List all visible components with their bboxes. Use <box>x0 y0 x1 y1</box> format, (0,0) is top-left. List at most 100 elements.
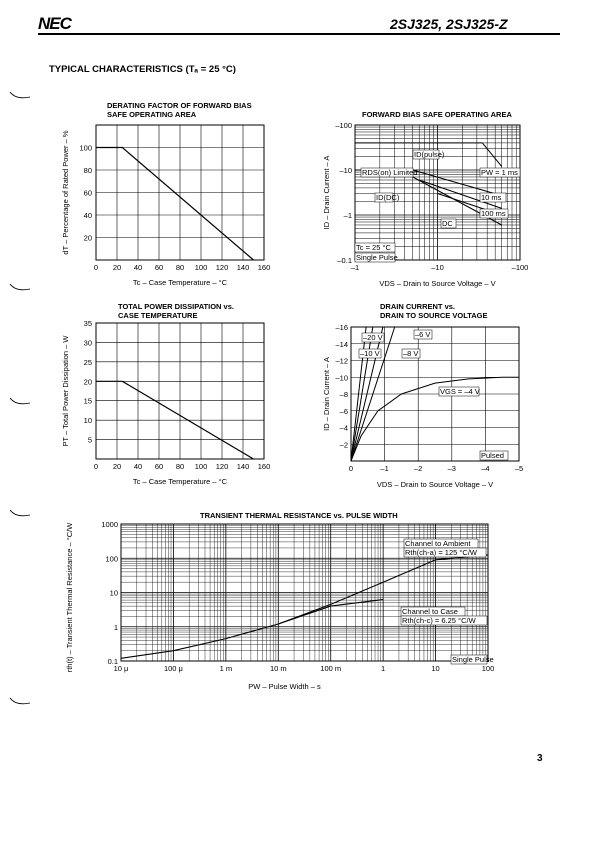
dc-label-box <box>440 218 457 229</box>
pw-100ms-label: 100 ms <box>481 209 506 218</box>
y-tick-label: –10 <box>339 166 352 175</box>
x-tick-label: –100 <box>512 263 529 272</box>
tc-label: Tc = 25 °C <box>356 243 391 252</box>
drain-curve <box>350 326 396 462</box>
single-pulse-label: Single Pulse <box>356 253 398 262</box>
x-tick-label: 100 m <box>320 664 341 673</box>
x-tick-label: –1 <box>380 464 388 473</box>
y-tick-label: 10 <box>110 589 118 598</box>
plot-frame <box>120 523 489 662</box>
x-tick-label: 20 <box>113 462 121 471</box>
x-axis-label: Tc – Case Temperature – °C <box>133 477 228 486</box>
single-pulse-label-box <box>354 252 396 263</box>
chart-title-power: TOTAL POWER DISSIPATION vs. CASE TEMPERA… <box>118 302 234 320</box>
section-title: TYPICAL CHARACTERISTICS (Tₐ = 25 °C) <box>49 64 236 75</box>
x-tick-label: 1 <box>381 664 385 673</box>
soa-boundary <box>412 169 502 197</box>
soa-boundary <box>419 179 502 209</box>
x-tick-label: –3 <box>448 464 456 473</box>
y-tick-label: –4 <box>340 424 348 433</box>
id-pulse-label: ID(pulse) <box>414 150 445 159</box>
y-tick-label: –2 <box>340 440 348 449</box>
x-tick-label: 120 <box>216 462 229 471</box>
pw-10ms-label-box <box>479 192 507 203</box>
x-axis-label: Tc – Case Temperature – °C <box>133 278 228 287</box>
x-tick-label: 140 <box>237 263 250 272</box>
y-tick-label: 0.1 <box>108 657 118 666</box>
y-tick-label: 60 <box>84 189 92 198</box>
vgs-20-label-box <box>361 332 385 343</box>
y-tick-label: 15 <box>84 397 92 406</box>
tc-label-box <box>354 242 396 253</box>
drain-curve <box>350 376 519 462</box>
y-tick-label: –6 <box>340 407 348 416</box>
y-tick-label: 20 <box>84 377 92 386</box>
nec-logo: NEC <box>38 14 72 33</box>
title-line: SAFE OPERATING AREA <box>107 110 197 119</box>
y-axis-label: PT – Total Power Dissipation – W <box>61 335 70 447</box>
y-axis-label: ID – Drain Current – A <box>322 156 331 230</box>
x-tick-label: 10 <box>431 664 439 673</box>
x-tick-label: 140 <box>237 462 250 471</box>
vgs-8-label: –8 V <box>403 349 418 358</box>
thermal-curve <box>278 598 384 625</box>
title-line: DRAIN TO SOURCE VOLTAGE <box>380 311 488 320</box>
x-tick-label: 100 <box>195 462 208 471</box>
x-tick-label: –4 <box>481 464 489 473</box>
chart-title-drain: DRAIN CURRENT vs. DRAIN TO SOURCE VOLTAG… <box>380 302 488 320</box>
x-tick-label: 120 <box>216 263 229 272</box>
y-tick-label: –10 <box>335 373 348 382</box>
vgs-10-label-box <box>358 348 382 359</box>
punch-mark <box>9 91 31 99</box>
punch-mark <box>9 509 31 517</box>
x-tick-label: –2 <box>414 464 422 473</box>
punch-mark <box>9 283 31 291</box>
vgs-4-label: VGS = –4 V <box>440 387 480 396</box>
series-line <box>96 146 254 261</box>
y-tick-label: –12 <box>335 357 348 366</box>
y-axis-label: dT – Percentage of Rated Power – % <box>61 130 70 254</box>
y-tick-label: 20 <box>84 234 92 243</box>
punch-mark <box>9 697 31 705</box>
rth-ch-a-label: Rth(ch-a) = 125 °C/W <box>405 548 478 557</box>
dc-label: DC <box>442 219 453 228</box>
y-tick-label: 80 <box>84 166 92 175</box>
single-pulse-label: Single Pulse <box>452 655 494 664</box>
soa-boundary <box>482 142 503 167</box>
y-tick-label: 100 <box>105 554 118 563</box>
y-tick-label: 30 <box>84 338 92 347</box>
rth-ch-c-label: Rth(ch-c) = 6.25 °C/W <box>402 616 477 625</box>
x-tick-label: –5 <box>515 464 523 473</box>
vgs-10-label: –10 V <box>360 349 380 358</box>
ch-a-label: Channel to Ambient <box>405 539 471 548</box>
x-tick-label: 160 <box>258 263 271 272</box>
title-line: TOTAL POWER DISSIPATION vs. <box>118 302 234 311</box>
y-tick-label: 1 <box>114 623 118 632</box>
y-tick-label: 100 <box>79 144 92 153</box>
plot-frame <box>95 124 265 261</box>
y-tick-label: 35 <box>84 319 92 328</box>
pw-10ms-label: 10 ms <box>481 193 502 202</box>
plot-frame <box>354 124 521 261</box>
y-tick-label: 25 <box>84 358 92 367</box>
vgs-8-label-box <box>401 348 421 359</box>
x-tick-label: 40 <box>134 462 142 471</box>
y-tick-label: 1000 <box>101 520 118 529</box>
x-tick-label: 0 <box>94 263 98 272</box>
x-tick-label: 80 <box>176 263 184 272</box>
id-dc-label-box <box>374 192 394 203</box>
x-tick-label: –1 <box>351 263 359 272</box>
pw-1ms-label: PW = 1 ms <box>481 168 518 177</box>
y-tick-label: –16 <box>335 323 348 332</box>
y-tick-label: –14 <box>335 340 348 349</box>
x-tick-label: 10 μ <box>114 664 129 673</box>
single-pulse-label-box <box>450 654 488 665</box>
x-tick-label: 100 <box>482 664 495 673</box>
thermal-curve <box>120 554 489 659</box>
series-line <box>96 380 254 460</box>
